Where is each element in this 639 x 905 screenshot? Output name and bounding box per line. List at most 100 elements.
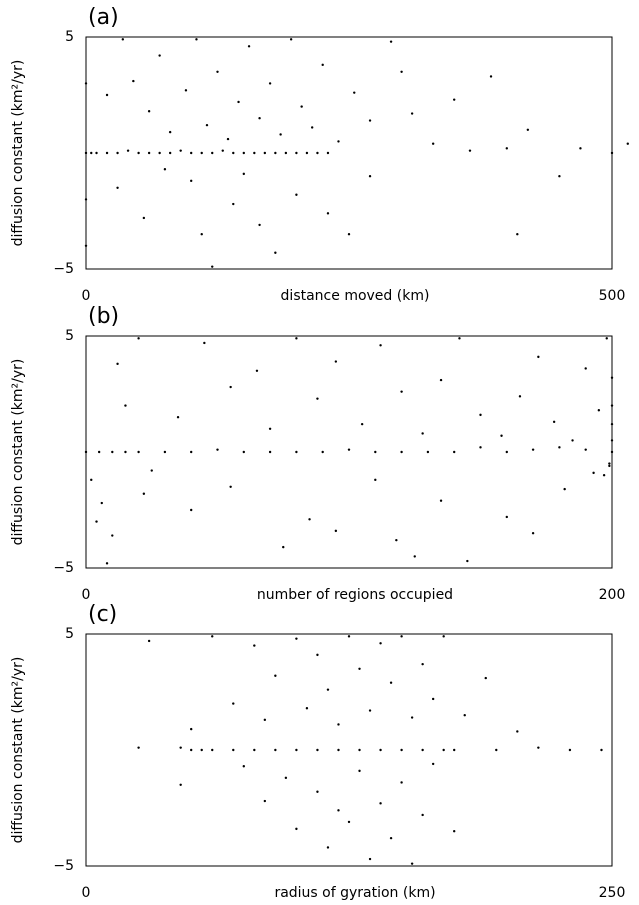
point bbox=[439, 378, 443, 382]
point bbox=[413, 555, 416, 558]
point bbox=[168, 151, 172, 155]
point bbox=[105, 93, 109, 97]
point bbox=[458, 337, 461, 340]
point bbox=[184, 89, 188, 92]
point bbox=[190, 151, 193, 155]
y-tick-label: −5 bbox=[53, 261, 74, 277]
point bbox=[410, 716, 414, 719]
point bbox=[268, 82, 272, 85]
point bbox=[295, 151, 298, 155]
point bbox=[321, 63, 324, 67]
point bbox=[142, 492, 146, 495]
point bbox=[505, 450, 508, 454]
point bbox=[466, 559, 469, 563]
point bbox=[258, 117, 261, 120]
point bbox=[147, 639, 151, 643]
point bbox=[421, 748, 424, 752]
point bbox=[90, 151, 93, 155]
point bbox=[347, 233, 351, 236]
point bbox=[124, 450, 127, 454]
point bbox=[132, 79, 135, 83]
point bbox=[463, 714, 466, 717]
point bbox=[552, 420, 556, 424]
point bbox=[137, 337, 140, 340]
point bbox=[495, 748, 498, 752]
point bbox=[479, 446, 482, 449]
point bbox=[400, 635, 403, 638]
point bbox=[274, 748, 277, 752]
point bbox=[442, 748, 445, 752]
point bbox=[602, 474, 606, 477]
point bbox=[232, 202, 235, 206]
point bbox=[316, 790, 319, 793]
point bbox=[200, 748, 203, 752]
x-tick-label: 0 bbox=[82, 288, 91, 304]
point bbox=[571, 439, 574, 442]
point bbox=[597, 409, 601, 412]
point bbox=[200, 151, 203, 155]
point bbox=[442, 635, 445, 638]
point bbox=[360, 422, 364, 426]
point bbox=[203, 341, 206, 345]
point bbox=[295, 193, 298, 196]
point bbox=[316, 653, 319, 657]
point bbox=[229, 485, 232, 488]
point bbox=[176, 416, 180, 419]
point bbox=[400, 748, 403, 752]
point bbox=[468, 149, 472, 152]
point bbox=[610, 439, 614, 442]
point bbox=[610, 450, 614, 454]
point bbox=[321, 450, 324, 454]
point bbox=[400, 450, 403, 454]
point bbox=[258, 223, 261, 227]
point bbox=[368, 119, 372, 122]
point bbox=[358, 769, 361, 773]
point bbox=[308, 518, 311, 521]
point bbox=[253, 151, 256, 155]
point bbox=[168, 130, 172, 134]
point bbox=[316, 151, 319, 155]
point bbox=[334, 529, 338, 533]
point bbox=[368, 709, 372, 712]
point bbox=[489, 75, 493, 78]
point bbox=[211, 635, 214, 638]
point bbox=[516, 730, 519, 733]
point bbox=[232, 748, 235, 752]
point bbox=[211, 151, 214, 155]
point bbox=[200, 233, 203, 236]
point bbox=[334, 360, 338, 363]
point bbox=[605, 337, 608, 340]
point bbox=[610, 422, 614, 426]
point bbox=[337, 809, 340, 812]
point bbox=[242, 172, 245, 176]
point bbox=[326, 212, 330, 215]
point bbox=[347, 820, 351, 824]
point bbox=[147, 110, 151, 113]
point bbox=[97, 450, 101, 454]
point bbox=[111, 450, 114, 454]
point bbox=[116, 151, 119, 155]
point bbox=[389, 836, 393, 840]
point bbox=[610, 376, 614, 379]
point bbox=[163, 168, 167, 171]
point bbox=[374, 450, 377, 454]
point bbox=[516, 233, 519, 236]
point bbox=[247, 45, 251, 48]
point bbox=[229, 385, 232, 389]
point bbox=[216, 448, 219, 451]
point bbox=[190, 179, 193, 183]
point bbox=[558, 446, 561, 449]
point bbox=[205, 123, 209, 127]
point bbox=[268, 427, 272, 430]
point bbox=[295, 827, 298, 831]
point bbox=[274, 151, 277, 155]
point bbox=[526, 128, 530, 131]
point bbox=[584, 367, 587, 370]
y-tick-label: −5 bbox=[53, 560, 74, 576]
point bbox=[295, 450, 298, 454]
point bbox=[211, 265, 214, 268]
point bbox=[531, 448, 535, 451]
point bbox=[179, 149, 182, 152]
point bbox=[368, 175, 372, 178]
